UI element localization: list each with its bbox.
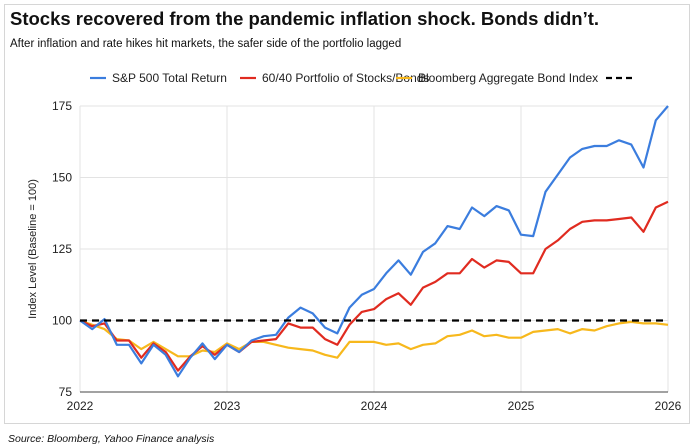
chart-source: Source: Bloomberg, Yahoo Finance analysi… (8, 433, 215, 445)
y-tick-label: 175 (52, 99, 72, 113)
chart-subtitle: After inflation and rate hikes hit marke… (10, 38, 402, 50)
x-tick-label: 2022 (67, 399, 94, 413)
series-line (79, 319, 669, 359)
x-tick-label: 2025 (508, 399, 535, 413)
y-tick-label: 125 (52, 242, 72, 256)
x-tick-label: 2026 (655, 399, 682, 413)
y-tick-label: 150 (52, 171, 72, 185)
legend-label: S&P 500 Total Return (112, 71, 227, 85)
y-axis-label: Index Level (Baseline = 100) (27, 179, 39, 319)
chart-title: Stocks recovered from the pandemic infla… (10, 8, 600, 29)
x-tick-label: 2024 (361, 399, 388, 413)
x-tick-label: 2023 (214, 399, 241, 413)
y-tick-label: 75 (59, 385, 73, 399)
y-tick-label: 100 (52, 314, 72, 328)
chart-frame (4, 4, 690, 424)
legend-label: 60/40 Portfolio of Stocks/Bonds (262, 71, 429, 85)
series-line (79, 105, 669, 378)
legend-label: Bloomberg Aggregate Bond Index (418, 71, 598, 85)
series-line (79, 200, 669, 372)
